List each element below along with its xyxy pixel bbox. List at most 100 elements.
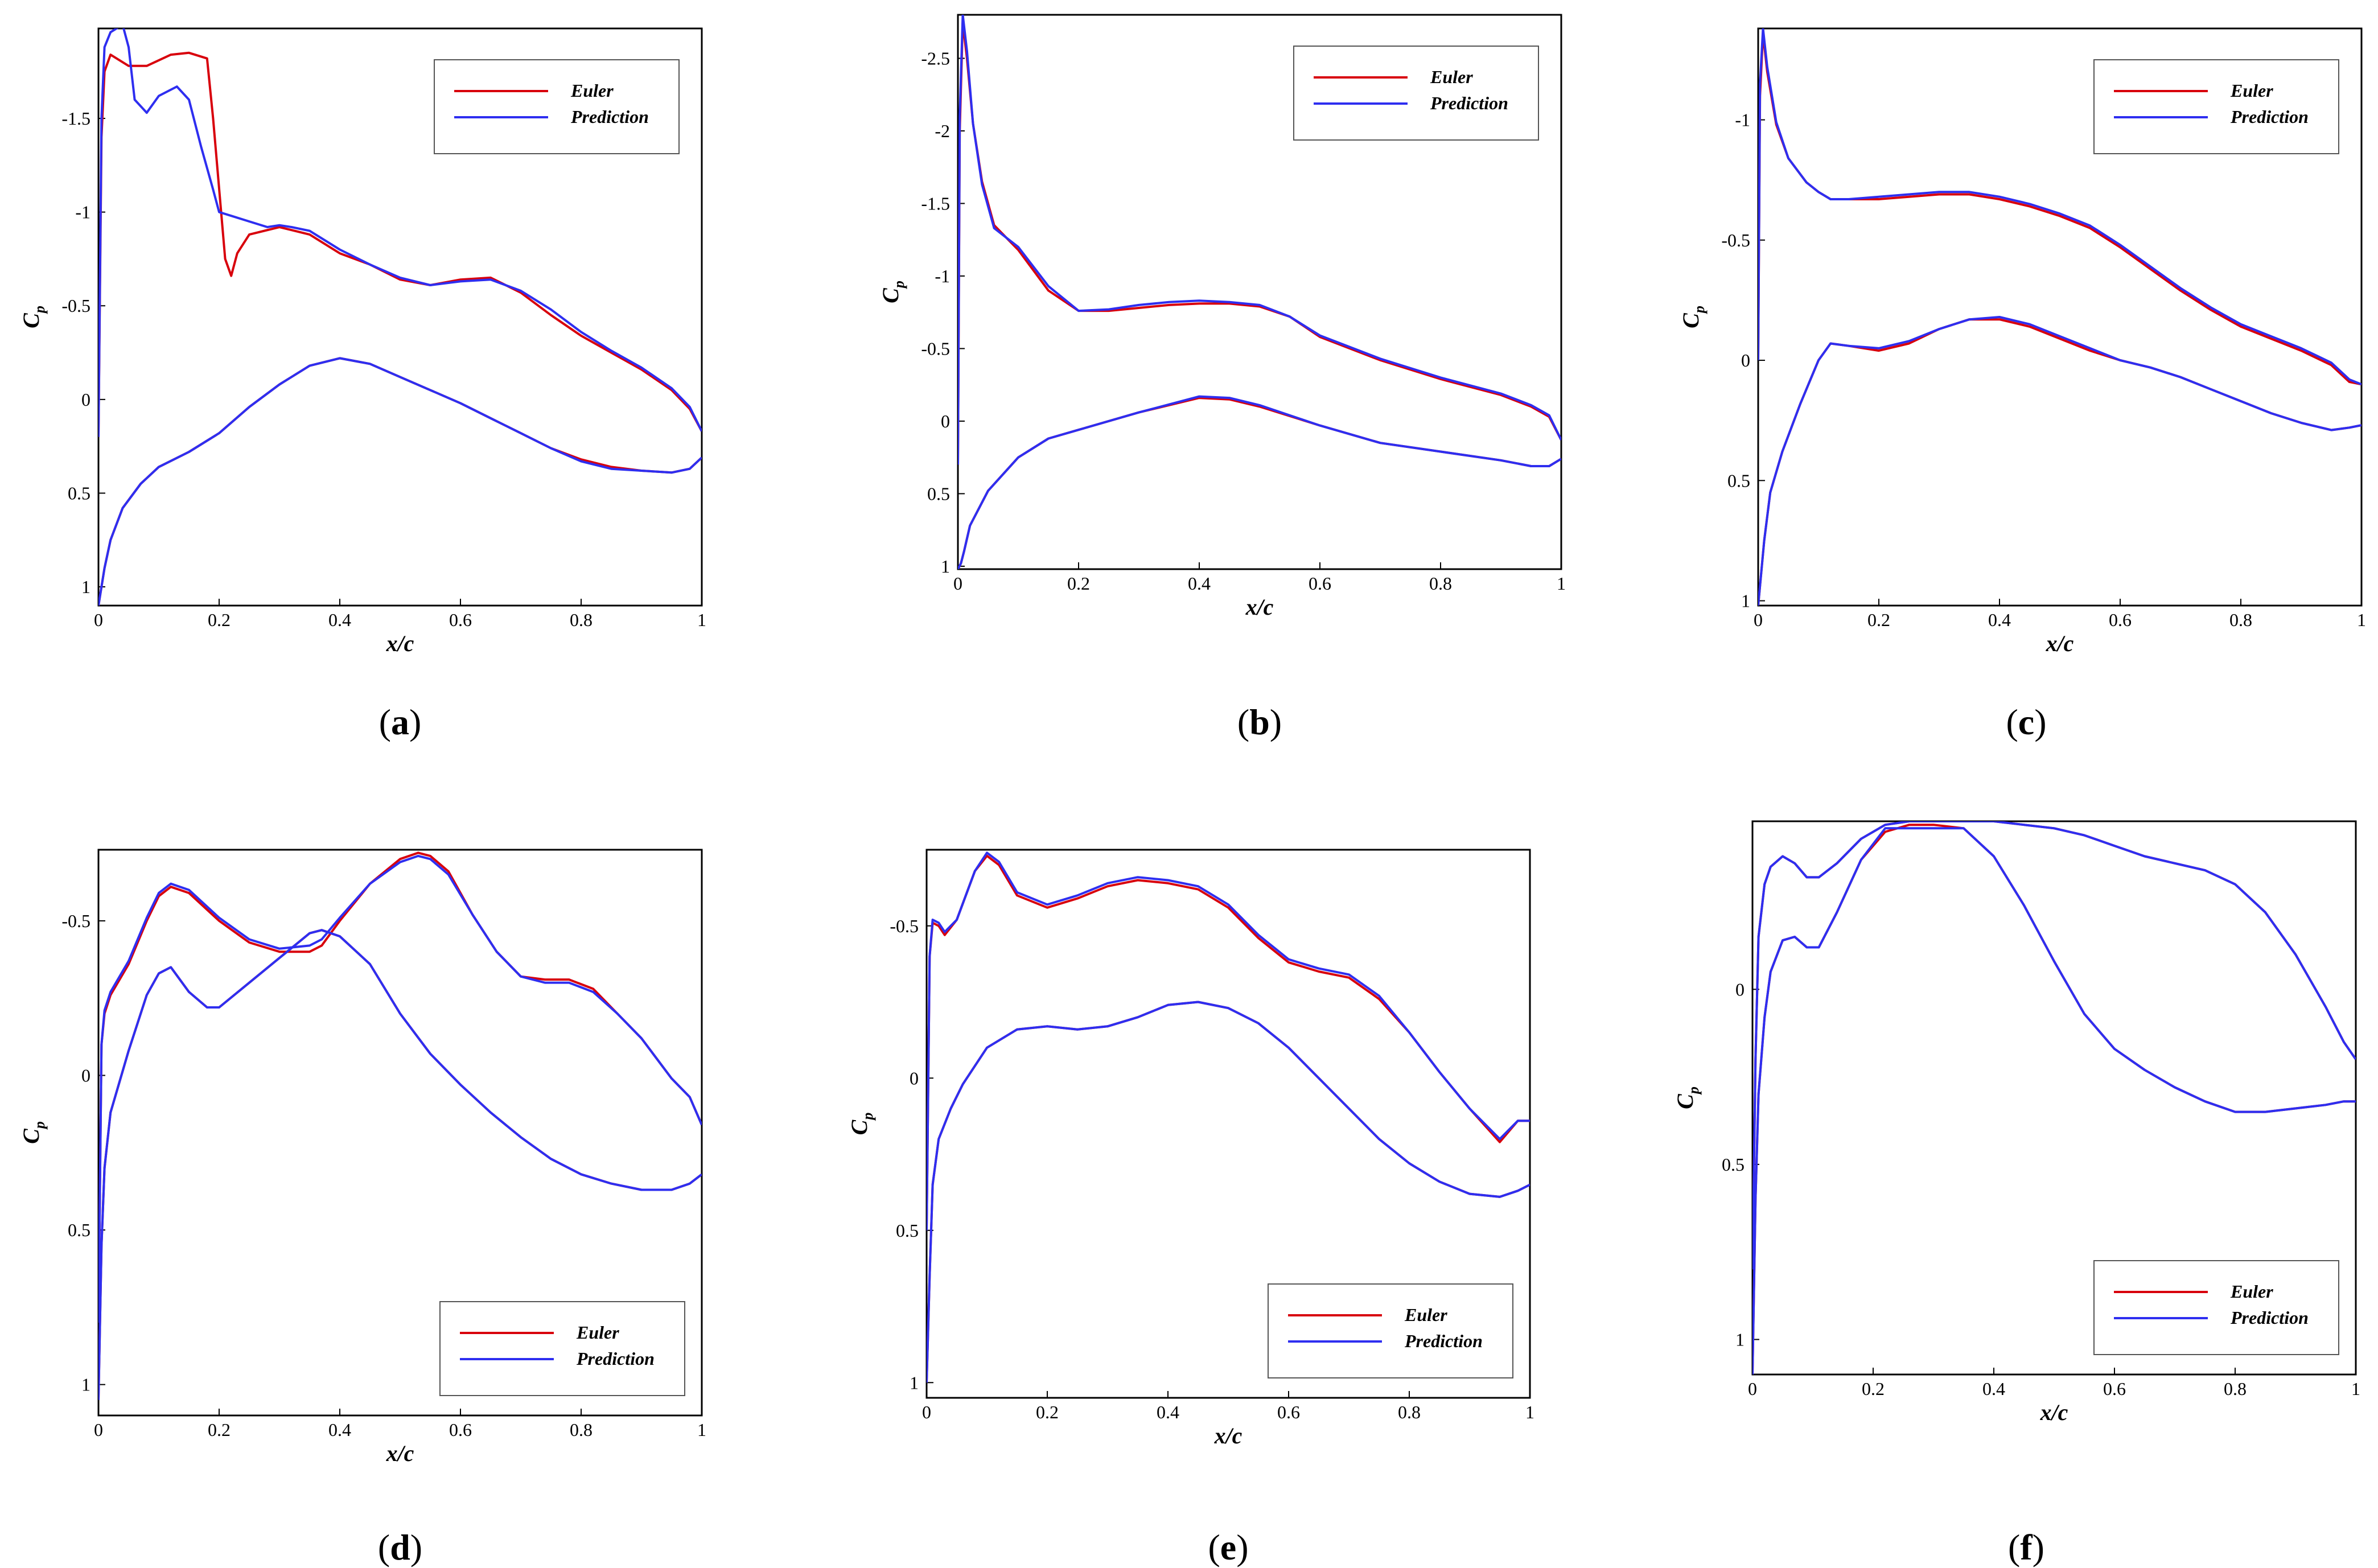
legend-label-prediction: Prediction	[570, 106, 649, 127]
series-euler-lower	[98, 357, 702, 606]
plot-frame	[925, 849, 1531, 1399]
y-tick-label: 0	[81, 389, 90, 410]
x-tick-label: 0.8	[570, 1419, 593, 1440]
x-tick-label: 0.8	[1429, 573, 1452, 594]
series-euler-lower	[1758, 318, 2361, 606]
panel-caption: (c)	[2006, 702, 2046, 742]
y-tick-label: 0.5	[927, 483, 950, 504]
legend: Euler Prediction	[2093, 59, 2339, 154]
legend-label-prediction: Prediction	[1430, 93, 1508, 113]
y-tick-label: 1	[941, 556, 950, 577]
legend-box	[439, 1301, 685, 1396]
y-tick-label: -1	[75, 202, 90, 223]
legend-label-euler: Euler	[2230, 80, 2273, 101]
series-prediction-upper	[1752, 821, 2356, 1270]
series-euler-lower	[958, 397, 1561, 569]
x-tick-label: 0.8	[2224, 1378, 2247, 1399]
legend-label-euler: Euler	[2230, 1281, 2273, 1302]
y-tick-label: -0.5	[890, 916, 919, 936]
legend-label-euler: Euler	[1404, 1304, 1447, 1325]
x-axis-label: x/c	[2046, 631, 2074, 656]
x-tick-label: 0.4	[328, 610, 351, 630]
legend-label-prediction: Prediction	[2230, 106, 2309, 127]
x-tick-label: 1	[2351, 1378, 2360, 1399]
plot-frame	[1751, 820, 2357, 1376]
x-tick-label: 0	[953, 573, 962, 594]
y-axis-label: Cp	[1678, 306, 1708, 328]
x-tick-label: 0.4	[1988, 610, 2011, 630]
series-prediction-lower	[958, 395, 1561, 569]
x-tick-label: 0.6	[1309, 573, 1331, 594]
y-axis-label: Cp	[878, 281, 907, 303]
x-tick-label: 0.4	[1157, 1402, 1179, 1422]
panel-caption: (f)	[2008, 1527, 2044, 1567]
x-axis-label: x/c	[1245, 594, 1274, 620]
y-tick-label: -0.5	[1721, 230, 1750, 250]
plot-frame	[97, 849, 703, 1417]
y-tick-label: 0	[910, 1068, 919, 1088]
y-axis-label: Cp	[846, 1113, 876, 1135]
legend: Euler Prediction	[2093, 1260, 2339, 1355]
legend: Euler Prediction	[1268, 1283, 1513, 1378]
x-tick-label: 0	[1754, 610, 1763, 630]
y-tick-label: -1.5	[921, 193, 950, 213]
x-tick-label: 0.2	[1067, 573, 1090, 594]
panel-caption: (e)	[1208, 1527, 1248, 1567]
x-tick-label: 0.2	[1036, 1402, 1059, 1422]
legend-box	[1268, 1283, 1513, 1378]
series-prediction-upper	[927, 851, 1530, 1230]
y-tick-label: 0	[1735, 979, 1745, 999]
y-tick-label: -0.5	[61, 911, 90, 931]
x-tick-label: 0.4	[328, 1419, 351, 1440]
y-tick-label: -2.5	[921, 48, 950, 68]
chart-b: 0 0.2 0.4 0.6 0.8 1 -2.5 -2 -1.5 -1 -0.5 0 0.5 1 x/c Cp…	[878, 14, 1566, 742]
legend-box	[434, 59, 680, 154]
series-prediction-lower	[1752, 827, 2356, 1374]
x-tick-label: 0	[1748, 1378, 1757, 1399]
y-tick-label: 0	[941, 411, 950, 431]
series-prediction-lower	[927, 1001, 1530, 1383]
panel-caption: (d)	[378, 1527, 422, 1567]
y-tick-label: -1.5	[61, 108, 90, 129]
y-tick-label: 0	[1741, 350, 1750, 371]
x-tick-label: 0	[922, 1402, 931, 1422]
series-euler-upper	[927, 854, 1530, 1230]
y-axis-label: Cp	[18, 306, 48, 328]
x-tick-label: 0.4	[1982, 1378, 2005, 1399]
x-tick-label: 1	[1525, 1402, 1534, 1422]
x-axis-label: x/c	[386, 1441, 414, 1466]
chart-d: 0 0.2 0.4 0.6 0.8 1 -0.5 0 0.5 1 x/c Cp Euler Predict…	[18, 849, 706, 1567]
y-tick-label: -1	[1735, 110, 1750, 130]
x-axis-label: x/c	[386, 631, 414, 656]
y-tick-label: -2	[935, 121, 950, 141]
x-tick-label: 0.8	[1398, 1402, 1421, 1422]
x-tick-label: 0.8	[2229, 610, 2252, 630]
legend-label-prediction: Prediction	[1404, 1331, 1483, 1351]
legend-box	[2093, 59, 2339, 154]
legend: Euler Prediction	[434, 59, 680, 154]
y-tick-label: 1	[81, 1374, 90, 1395]
y-axis-label: Cp	[18, 1121, 48, 1144]
y-tick-label: 1	[1741, 591, 1750, 611]
chart-a: 0 0.2 0.4 0.6 0.8 1 -1.5 -1 -0.5 0 0.5 1 x/c Cp Euler P…	[18, 27, 706, 742]
chart-e: 0 0.2 0.4 0.6 0.8 1 -0.5 0 0.5 1 x/c Cp Euler Predict…	[846, 849, 1534, 1567]
y-tick-label: -0.5	[921, 338, 950, 359]
y-tick-label: 0.5	[1722, 1154, 1745, 1175]
x-tick-label: 0.6	[2109, 610, 2132, 630]
series-prediction-upper	[1758, 28, 2361, 386]
y-tick-label: 0.5	[68, 1220, 90, 1240]
y-axis-label: Cp	[1672, 1087, 1702, 1109]
x-tick-label: 0	[94, 610, 103, 630]
x-tick-label: 0	[94, 1419, 103, 1440]
series-euler-upper	[98, 51, 702, 437]
legend: Euler Prediction	[439, 1301, 685, 1396]
series-prediction-upper	[958, 15, 1561, 465]
series-prediction-lower	[98, 357, 702, 606]
x-tick-label: 0.2	[1862, 1378, 1885, 1399]
legend-label-euler: Euler	[1430, 67, 1473, 87]
x-tick-label: 0.2	[1867, 610, 1890, 630]
y-tick-label: 0.5	[1727, 470, 1750, 491]
y-tick-label: -0.5	[61, 295, 90, 316]
y-tick-label: 0.5	[68, 483, 90, 503]
